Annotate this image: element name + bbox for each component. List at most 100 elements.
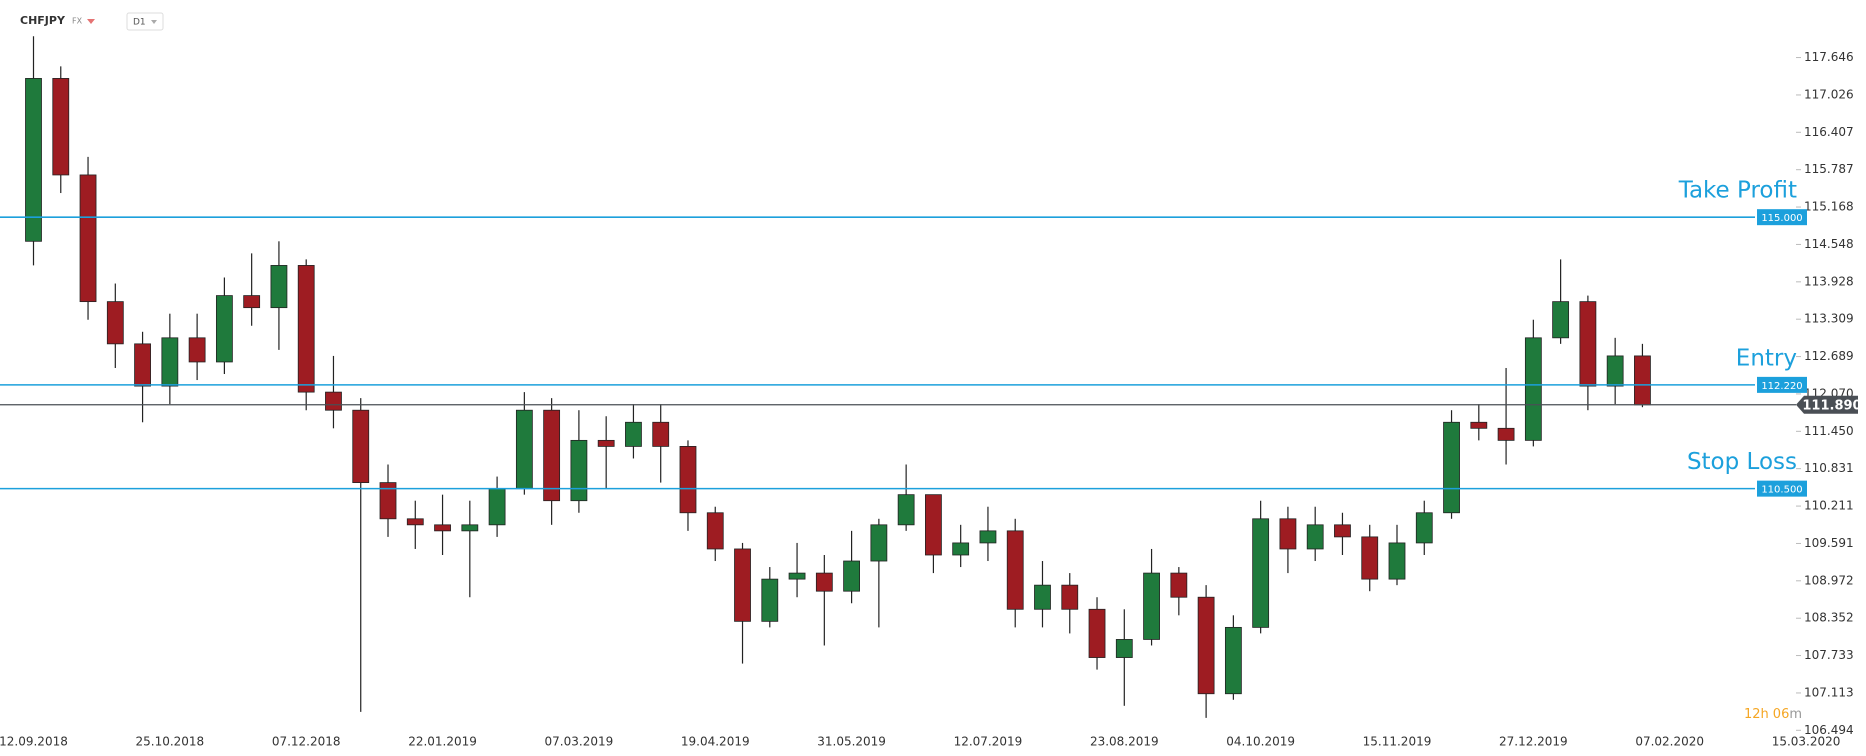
candle-body	[1143, 572, 1160, 640]
candle-body	[488, 488, 506, 526]
candle-body	[1224, 626, 1242, 695]
candle-body	[597, 439, 615, 447]
candle-body	[1497, 427, 1515, 441]
x-tick-label: 19.04.2019	[681, 735, 750, 749]
y-tick-label: 110.831	[1804, 461, 1854, 475]
x-tick-label: 07.03.2019	[545, 735, 614, 749]
candle-body	[925, 494, 942, 556]
countdown-minutes-unit: m	[1789, 707, 1802, 722]
candle-body	[515, 409, 533, 490]
candle-body	[979, 530, 997, 544]
level-tag	[1757, 209, 1807, 226]
x-tick-label: 12.07.2019	[954, 735, 1023, 749]
countdown: 12h 06m	[1744, 707, 1802, 722]
interval[interactable]: D1	[133, 18, 146, 28]
candle-body	[788, 572, 806, 580]
candle-body	[325, 391, 342, 411]
candle-body	[1334, 524, 1351, 538]
candle-body	[25, 78, 42, 242]
x-tick-label: 23.08.2019	[1090, 735, 1159, 749]
y-tick-label: 115.787	[1804, 162, 1854, 176]
y-tick-label: 108.972	[1804, 573, 1854, 587]
candle-body	[1579, 301, 1597, 387]
candle-body	[652, 421, 670, 447]
candle-body	[461, 524, 479, 532]
candle-body	[406, 518, 424, 526]
y-tick-label: 111.450	[1804, 424, 1854, 438]
candle-body	[1279, 518, 1297, 550]
candle-body	[1634, 355, 1651, 406]
candle-body	[1388, 542, 1406, 580]
market[interactable]: FX	[72, 17, 83, 26]
last-price-label: 111.890	[1802, 398, 1861, 413]
y-tick-label: 114.548	[1804, 237, 1854, 251]
candle-body	[570, 439, 588, 502]
y-tick-label: 115.168	[1804, 200, 1854, 214]
candle-body	[1470, 421, 1488, 429]
level-label: 115.000	[1761, 213, 1802, 224]
y-tick-label: 106.494	[1804, 723, 1854, 737]
candle-body	[1061, 584, 1079, 610]
x-tick-label: 07.12.2018	[272, 735, 341, 749]
level-tag	[1757, 480, 1807, 497]
candle-body	[215, 295, 233, 363]
countdown-minutes: 06	[1773, 707, 1790, 722]
last-price-tag	[1796, 395, 1858, 414]
candle-body	[379, 482, 397, 520]
level-tag	[1757, 376, 1807, 393]
x-tick-label: 22.01.2019	[408, 735, 477, 749]
x-tick-label: 07.02.2020	[1635, 735, 1704, 749]
x-tick-label: 04.10.2019	[1226, 735, 1295, 749]
x-tick-label: 25.10.2018	[135, 735, 204, 749]
y-tick-label: 113.928	[1804, 274, 1854, 288]
candle-body	[1034, 584, 1051, 610]
level-name: Stop Loss	[1687, 449, 1797, 475]
candle-body	[1170, 572, 1188, 598]
symbol: CHFJPY	[20, 14, 66, 27]
y-tick-label: 107.113	[1804, 685, 1854, 699]
candle-body	[1306, 524, 1324, 550]
candle-body	[761, 578, 779, 622]
x-tick-label: 31.05.2019	[817, 735, 886, 749]
candle-body	[734, 548, 751, 622]
y-tick-label: 117.026	[1804, 87, 1854, 101]
candle-body	[270, 265, 288, 309]
candle-body	[1197, 596, 1215, 695]
candle-body	[1443, 421, 1460, 514]
y-tick-label: 107.733	[1804, 648, 1854, 662]
interval-button[interactable]	[126, 12, 164, 31]
candle-body	[679, 446, 697, 514]
interval-dropdown[interactable]	[151, 20, 157, 24]
candle-body	[297, 265, 315, 393]
y-tick-label: 108.352	[1804, 611, 1854, 625]
candle-body	[1252, 518, 1270, 628]
level-name: Take Profit	[1678, 178, 1797, 204]
level-label: 112.220	[1761, 381, 1802, 392]
candle-body	[243, 295, 261, 309]
x-tick-label: 12.09.2018	[0, 735, 68, 749]
candle-body	[1361, 536, 1379, 580]
market-dropdown[interactable]	[87, 19, 95, 24]
candle-body	[706, 512, 724, 550]
candle-body	[1552, 301, 1570, 339]
candle-body	[952, 542, 970, 556]
candle-body	[543, 409, 561, 502]
x-tick-label: 27.12.2019	[1499, 735, 1568, 749]
candle-body	[161, 337, 179, 387]
y-tick-label: 110.211	[1804, 499, 1854, 513]
countdown-hours: 12	[1744, 707, 1761, 722]
y-tick-label: 113.309	[1804, 312, 1854, 326]
countdown-hours-unit: h	[1761, 707, 1769, 722]
x-tick-label: 15.11.2019	[1363, 735, 1432, 749]
candle-body	[843, 560, 860, 592]
candle-body	[870, 524, 888, 562]
candle-body	[188, 337, 206, 363]
candle-body	[52, 78, 70, 176]
y-tick-label: 116.407	[1804, 125, 1854, 139]
candle-body	[79, 174, 97, 303]
y-tick-label: 117.646	[1804, 50, 1854, 64]
candle-body	[1415, 512, 1433, 544]
candle-body	[897, 494, 915, 526]
